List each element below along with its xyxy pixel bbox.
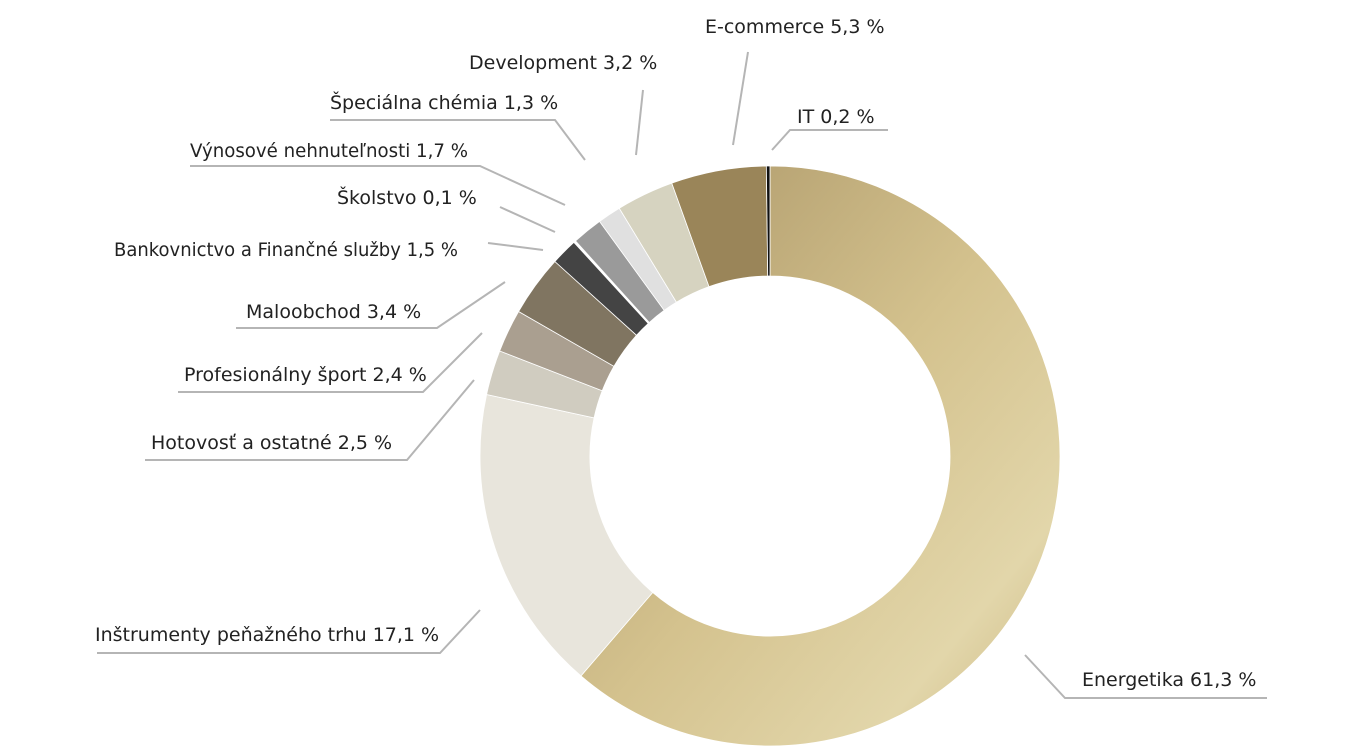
label-hotovost: Hotovosť a ostatné 2,5 % — [151, 432, 392, 454]
label-it: IT 0,2 % — [797, 106, 875, 128]
leader-line — [487, 242, 544, 251]
slice-it — [765, 165, 771, 277]
leader-line — [732, 51, 749, 146]
leader-line — [635, 89, 644, 156]
label-instrumenty: Inštrumenty peňažného trhu 17,1 % — [95, 624, 439, 646]
label-bankovnictvo: Bankovnictvo a Finančné služby 1,5 % — [114, 239, 458, 261]
label-specialna-chemia: Špeciálna chémia 1,3 % — [330, 90, 558, 114]
slice-energetika — [580, 165, 1061, 747]
label-energetika: Energetika 61,3 % — [1082, 669, 1256, 691]
leader-line — [1024, 654, 1267, 699]
leader-line — [178, 332, 483, 393]
leader-line — [330, 119, 586, 161]
leader-line — [97, 609, 481, 654]
label-e-commerce: E-commerce 5,3 % — [705, 16, 885, 38]
slices — [479, 165, 1061, 747]
label-skolstvo: Školstvo 0,1 % — [337, 185, 477, 209]
label-profesionalny-sport: Profesionálny šport 2,4 % — [184, 364, 427, 386]
leader-lines — [97, 51, 1267, 699]
leader-line — [236, 281, 506, 329]
label-development: Development 3,2 % — [469, 52, 657, 74]
leader-line — [190, 165, 566, 206]
leader-line — [145, 379, 475, 461]
leader-line — [499, 206, 556, 233]
label-vynosove: Výnosové nehnuteľnosti 1,7 % — [190, 140, 468, 162]
leader-line — [771, 129, 888, 151]
labels: Energetika 61,3 % Inštrumenty peňažného … — [95, 16, 1256, 691]
label-maloobchod: Maloobchod 3,4 % — [246, 301, 421, 323]
